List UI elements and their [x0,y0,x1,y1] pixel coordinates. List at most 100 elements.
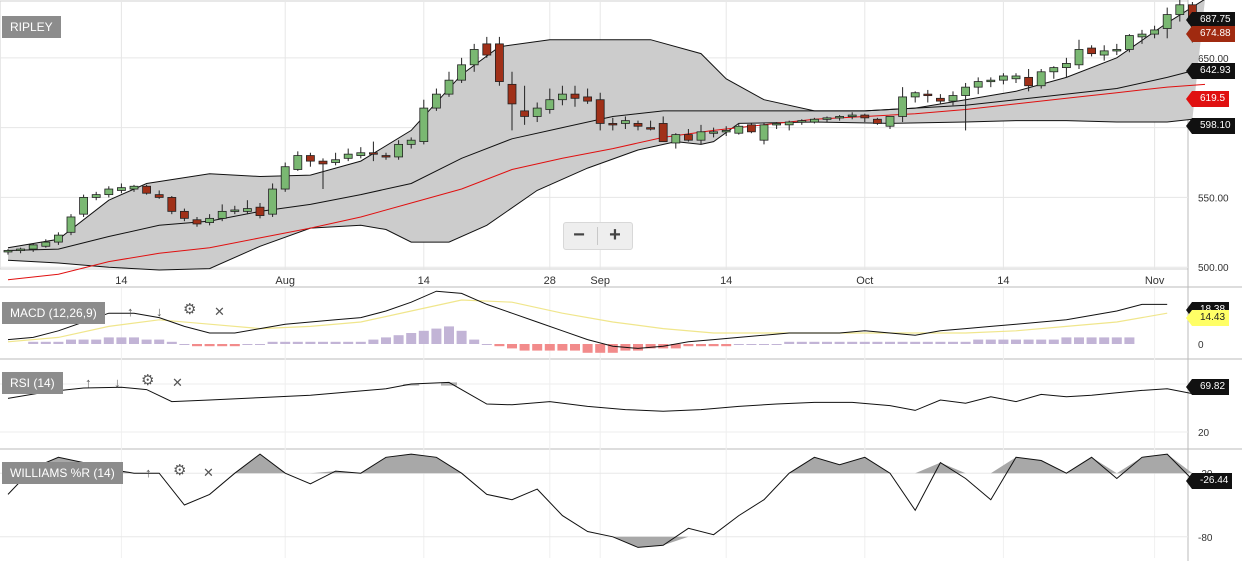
candle-up [545,99,555,110]
macd-histogram-bar [1011,339,1021,344]
williams-close-icon[interactable]: ✕ [203,465,214,480]
macd-histogram-bar [179,344,190,345]
zoom-in-button[interactable]: + [609,224,621,246]
macd-settings-gear-icon[interactable]: ⚙ [183,301,197,318]
macd-histogram-bar [129,337,139,344]
price-y-tick-label: 650.00 [1198,54,1229,65]
candle-down [142,185,152,194]
x-tick-label: 14 [418,275,430,287]
williams-settings-gear-icon[interactable]: ⚙ [173,462,187,479]
macd-histogram-bar [683,344,694,347]
williams-y-tick-label: -80 [1198,533,1213,544]
candle-down [192,219,202,225]
macd-histogram-bar [330,341,341,344]
candle-up [910,92,920,98]
macd-histogram-bar [53,341,64,344]
macd-histogram-bar [66,339,76,344]
rsi-overbought-fill [403,384,420,386]
macd-histogram-bar [645,344,656,349]
macd-close-icon[interactable]: ✕ [214,304,225,319]
candle-up [1062,63,1071,69]
candle-up [772,123,781,126]
zoom-separator [597,227,598,245]
macd-histogram-bar [784,341,795,344]
candle-up [1099,50,1109,56]
macd-histogram-bar [910,341,921,344]
macd-histogram-bar [469,339,480,344]
candle-up [1112,49,1122,52]
candle-down [873,118,882,124]
candle-down [318,160,328,165]
candle-up [79,197,88,215]
rsi-move-up-icon[interactable]: ↑ [85,375,92,390]
macd-histogram-bar [204,344,215,347]
macd-histogram-bar [570,344,580,351]
candle-up [54,234,63,243]
candle-up [784,121,794,126]
candle-up [898,96,907,117]
macd-histogram-bar [141,339,152,344]
last-high-tag: 687.75 [1186,12,1235,28]
candle-down [1024,76,1033,87]
bb-mid-tag: 642.93 [1186,63,1235,79]
macd-histogram-bar [633,344,643,351]
candle-up [621,120,630,124]
macd-histogram-bar [985,339,996,344]
zoom-out-button[interactable]: − [573,224,585,246]
macd-histogram-bar [885,341,895,344]
macd-histogram-bar [255,344,265,345]
candle-up [1137,33,1147,38]
candle-down [368,152,378,155]
macd-histogram-bar [368,339,379,344]
candle-up [696,131,706,141]
macd-histogram-bar [746,344,757,345]
bb-low-tag: 598.10 [1186,118,1235,134]
x-tick-label: 14 [720,275,732,287]
macd-histogram-bar [519,344,530,351]
macd-histogram-bar [431,328,442,344]
macd-histogram-bar [1099,337,1110,344]
macd-histogram-bar [280,341,291,344]
macd-move-up-icon[interactable]: ↑ [127,304,134,319]
macd-histogram-bar [507,344,517,349]
candle-down [482,43,492,56]
rsi-close-icon[interactable]: ✕ [172,375,183,390]
macd-histogram-bar [847,341,858,344]
candle-down [507,83,517,105]
macd-histogram-bar [557,344,568,351]
candle-up [66,216,76,233]
macd-histogram-bar [935,341,946,344]
symbol-label: RIPLEY [2,16,61,38]
candle-up [847,114,857,117]
candle-up [1074,49,1084,66]
candle-down [595,99,605,124]
macd-histogram-bar [381,337,391,344]
candle-up [1036,71,1046,87]
candle-up [1150,29,1159,35]
candle-up [431,93,441,109]
rsi-settings-gear-icon[interactable]: ⚙ [141,372,155,389]
rsi-panel-label: RSI (14) [2,372,63,394]
macd-histogram-bar [166,341,177,344]
macd-histogram-bar [733,344,744,345]
macd-histogram-bar [343,341,354,344]
candle-up [104,188,114,196]
macd-histogram-bar [78,339,89,344]
candle-down [646,127,655,130]
sma50-tag: 619.5 [1185,91,1230,107]
macd-histogram-bar [922,341,933,344]
price-y-tick-label: 500.00 [1198,263,1229,274]
candle-down [570,93,580,99]
candle-up [1049,67,1059,73]
macd-histogram-bar [872,341,883,344]
macd-histogram-bar [242,344,253,345]
candle-up [217,210,227,219]
x-tick-label: 14 [115,275,127,287]
williams-move-up-icon[interactable]: ↑ [145,465,152,480]
macd-histogram-bar [116,337,127,344]
macd-histogram-bar [305,341,316,344]
williams-line [7,453,1193,548]
rsi-move-down-icon[interactable]: ↓ [114,375,121,390]
macd-move-down-icon[interactable]: ↓ [156,304,163,319]
